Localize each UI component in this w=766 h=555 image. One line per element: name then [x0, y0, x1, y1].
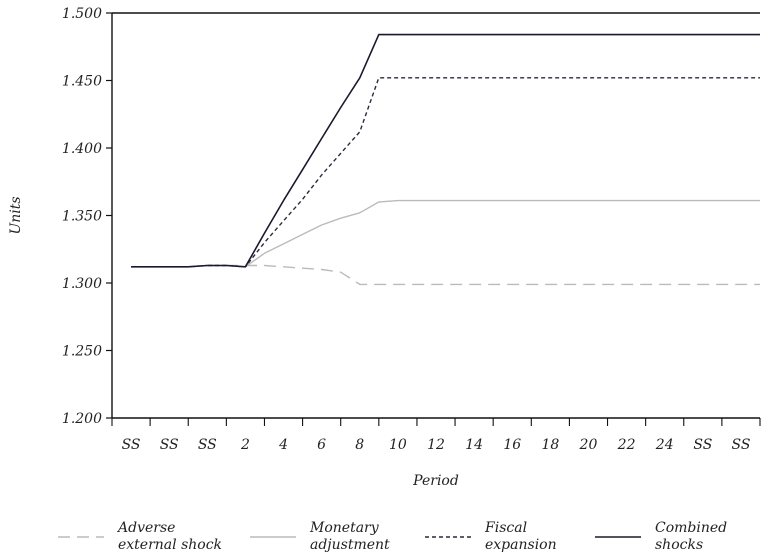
legend-label-line: external shock [118, 537, 222, 553]
y-tick-label: 1.350 [62, 209, 102, 225]
x-tick-label: 4 [278, 437, 288, 453]
legend-label-line: expansion [485, 537, 557, 553]
legend-label-1: Monetary adjustment [309, 520, 390, 553]
legend-label-line: Fiscal [484, 520, 527, 536]
y-tick-label: 1.500 [62, 6, 102, 22]
chart-series [131, 33, 760, 286]
chart-legend: Adverse external shock Monetary adjustment F… [58, 520, 727, 553]
x-tick-label: 12 [427, 437, 445, 453]
x-tick-label: 10 [389, 437, 407, 453]
legend-label-line: shocks [655, 537, 703, 553]
series-line-3 [131, 33, 760, 268]
y-tick-label: 1.450 [62, 74, 102, 90]
series-line-0 [131, 264, 760, 286]
x-tick-label: 16 [503, 437, 521, 453]
legend-label-line: Adverse [116, 520, 175, 536]
legend-label-2: Fiscal expansion [484, 520, 557, 553]
y-tick-label: 1.250 [62, 344, 102, 360]
series-line-1 [131, 199, 760, 268]
x-tick-label: SS [693, 437, 712, 453]
legend-label-line: Combined [655, 520, 727, 536]
x-tick-label: SS [160, 437, 179, 453]
x-tick-label: 24 [655, 437, 674, 453]
x-tick-label: SS [731, 437, 750, 453]
x-tick-label: 6 [317, 437, 326, 453]
x-tick-label: SS [198, 437, 217, 453]
x-tick-label: 8 [355, 437, 364, 453]
x-tick-label: 20 [579, 437, 598, 453]
x-tick-label: 22 [617, 437, 636, 453]
x-tick-label: 2 [240, 437, 250, 453]
chart-axes [106, 12, 761, 426]
y-tick-label: 1.300 [62, 276, 102, 292]
legend-label-0: Adverse external shock [116, 520, 222, 553]
x-tick-label: 14 [465, 437, 483, 453]
series-line-2 [131, 77, 760, 268]
y-tick-label: 1.400 [62, 141, 102, 157]
x-axis-title: Period [412, 473, 459, 489]
legend-label-line: adjustment [310, 537, 390, 553]
legend-label-3: Combined shocks [655, 520, 727, 553]
legend-label-line: Monetary [309, 520, 380, 536]
x-tick-label: 18 [541, 437, 559, 453]
x-tick-label: SS [122, 437, 141, 453]
y-axis-title: Units [8, 196, 24, 234]
y-tick-label: 1.200 [62, 411, 102, 427]
chart-labels: 1.200 1.250 1.300 1.350 1.400 1.450 1.500 SS SS S… [8, 6, 750, 489]
